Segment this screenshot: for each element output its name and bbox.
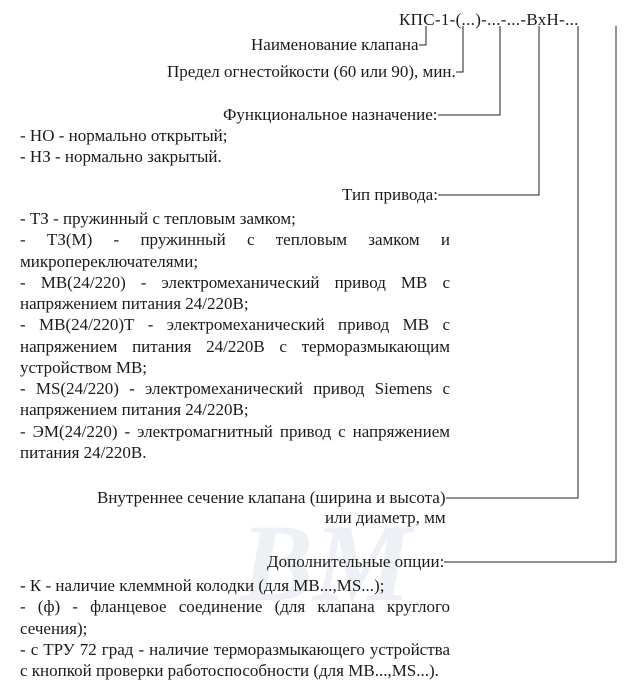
code-designation: КПС-1-(...)-...-...-ВхН-... — [399, 10, 579, 30]
label-options: Дополнительные опции: — [267, 552, 444, 572]
label-section-1: Внутреннее сечение клапана (ширина и выс… — [97, 488, 446, 508]
label-name: Наименование клапана — [251, 35, 419, 55]
block-options: - К - наличие клеммной колодки (для МВ..… — [20, 575, 450, 681]
page-root: ВМ КПС-1-(...)-...-...-ВхН-... Наименова… — [0, 0, 631, 696]
label-section-2: или диаметр, мм — [325, 508, 446, 528]
block-drive-type: - ТЗ - пружинный с тепловым замком;- ТЗ(… — [20, 208, 450, 463]
label-fire-resistance: Предел огнестойкости (60 или 90), мин. — [167, 62, 456, 82]
label-functional-purpose: Функциональное назначение: — [223, 105, 438, 125]
label-drive-type: Тип привода: — [342, 185, 438, 205]
block-functional-purpose: - НО - нормально открытый;- НЗ - нормаль… — [20, 125, 450, 168]
